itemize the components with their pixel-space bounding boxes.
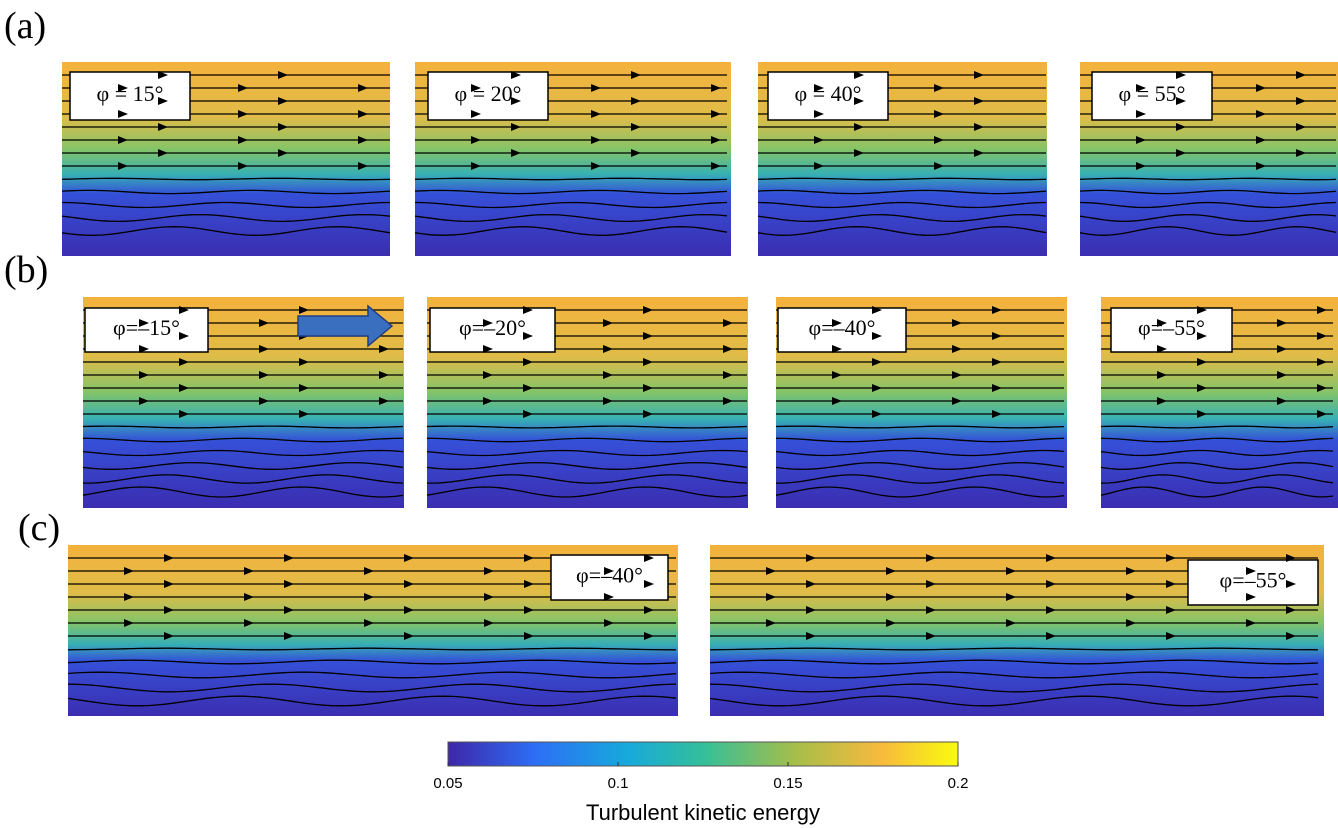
colorbar-label: Turbulent kinetic energy bbox=[586, 800, 820, 825]
panel-label: φ = 55° bbox=[1119, 81, 1186, 106]
figure: φ = 15° φ = 20° φ = 40° φ = 55° φ=–15° φ=–20°… bbox=[0, 0, 1338, 828]
flow-panel: φ=–20° bbox=[427, 297, 748, 508]
flow-panel: φ = 55° bbox=[1080, 62, 1338, 256]
flow-panel: φ=–55° bbox=[710, 545, 1324, 716]
panel-label: φ=–20° bbox=[459, 315, 526, 340]
colorbar-tick-label: 0.1 bbox=[608, 775, 629, 792]
flow-panel: φ=–55° bbox=[1101, 297, 1338, 508]
row-label: (a) bbox=[4, 5, 46, 47]
panel-label: φ=–55° bbox=[1138, 315, 1205, 340]
colorbar-tick-label: 0.2 bbox=[948, 775, 969, 792]
flow-panel: φ = 15° bbox=[62, 62, 390, 256]
panel-label: φ = 40° bbox=[795, 81, 862, 106]
panel-label: φ=–40° bbox=[576, 563, 643, 588]
flow-panel: φ = 20° bbox=[415, 62, 731, 256]
panel-label: φ = 15° bbox=[97, 81, 164, 106]
row-label: (b) bbox=[4, 249, 48, 291]
colorbar bbox=[448, 742, 958, 766]
panel-label: φ=–40° bbox=[809, 315, 876, 340]
colorbar-tick-label: 0.15 bbox=[773, 775, 802, 792]
panel-label: φ=–15° bbox=[113, 315, 180, 340]
row-label: (c) bbox=[18, 507, 60, 549]
colorbar-tick-label: 0.05 bbox=[433, 775, 462, 792]
flow-panel: φ = 40° bbox=[758, 62, 1047, 256]
flow-panel: φ=–40° bbox=[776, 297, 1067, 508]
panels: φ = 15° φ = 20° φ = 40° φ = 55° φ=–15° φ=–20°… bbox=[62, 62, 1338, 716]
labels: (a) (b) (c) bbox=[4, 5, 60, 549]
